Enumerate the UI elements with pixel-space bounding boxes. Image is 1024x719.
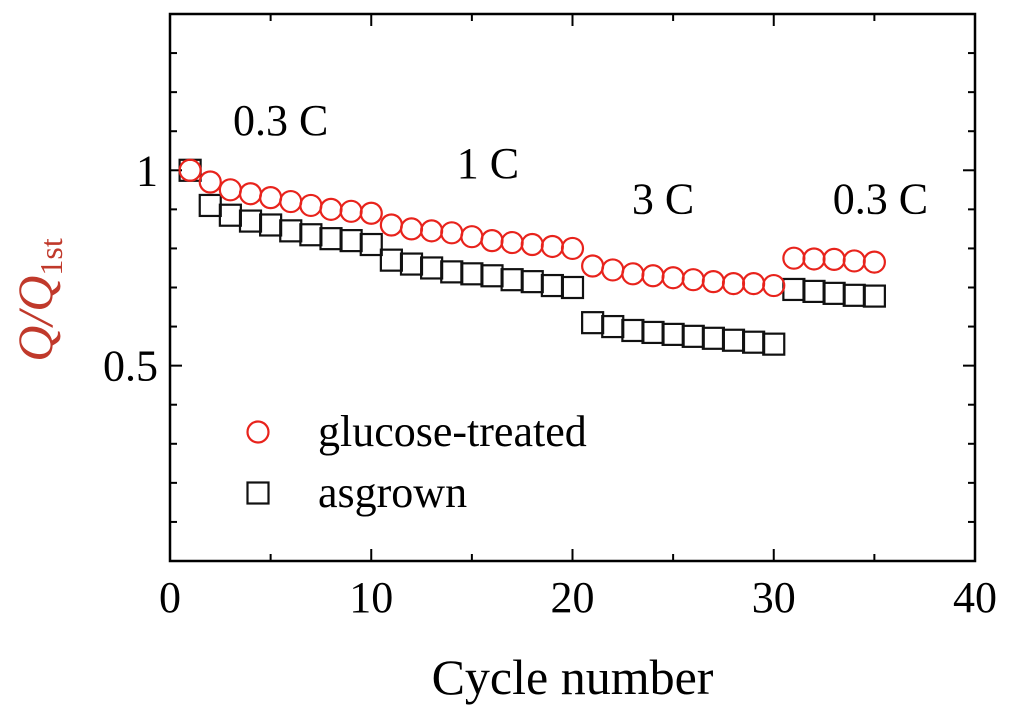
- glucose-treated-point: [359, 201, 383, 225]
- legend-label: glucose-treated: [318, 407, 587, 456]
- glucose-treated-point: [762, 273, 786, 298]
- x-tick-label: 20: [551, 573, 595, 622]
- asgrown-point: [238, 209, 263, 233]
- asgrown-point: [540, 273, 564, 298]
- asgrown-point: [279, 219, 303, 243]
- asgrown-point: [319, 227, 343, 251]
- glucose-treated-point: [621, 262, 645, 286]
- asgrown-point: [299, 223, 323, 247]
- asgrown-point: [339, 229, 363, 253]
- rate-annotation: 3 C: [632, 174, 694, 223]
- glucose-treated-point: [862, 250, 886, 274]
- legend-marker-asgrown: [246, 481, 270, 505]
- asgrown-point: [560, 275, 585, 300]
- y-tick-label: 0.5: [103, 342, 158, 391]
- data-layer: [178, 158, 886, 505]
- glucose-treated-point: [661, 266, 685, 290]
- asgrown-point: [379, 248, 403, 272]
- x-tick-label: 40: [953, 573, 997, 622]
- glucose-treated-point: [218, 178, 242, 202]
- glucose-treated-point: [822, 247, 846, 271]
- text-layer: 0 10 20 30 40 0.5 1 Cycle number Q/Q1st 0.3 C 1 C 3…: [7, 96, 997, 705]
- asgrown-point: [218, 203, 242, 227]
- asgrown-point: [259, 213, 283, 237]
- glucose-treated-point: [379, 213, 403, 237]
- asgrown-point: [782, 277, 806, 302]
- legend-label: asgrown: [318, 468, 467, 517]
- glucose-treated-point: [440, 221, 464, 245]
- x-tick-label: 10: [349, 573, 393, 622]
- asgrown-point: [420, 256, 444, 280]
- asgrown-point: [802, 279, 826, 304]
- asgrown-point: [581, 311, 605, 335]
- x-tick-label: 30: [752, 573, 796, 622]
- asgrown-point: [681, 324, 705, 348]
- asgrown-point: [621, 318, 645, 343]
- asgrown-point: [641, 320, 665, 345]
- glucose-treated-point: [259, 186, 283, 210]
- rate-annotation: 1 C: [457, 139, 519, 188]
- asgrown-point: [500, 268, 524, 292]
- glucose-treated-point: [460, 225, 484, 249]
- asgrown-point: [198, 193, 222, 218]
- glucose-treated-point: [601, 258, 625, 282]
- asgrown-point: [440, 260, 464, 284]
- asgrown-point: [601, 314, 625, 339]
- x-tick-label: 0: [159, 573, 181, 622]
- glucose-treated-point: [198, 170, 222, 194]
- asgrown-point: [762, 332, 786, 356]
- glucose-treated-point: [641, 264, 665, 288]
- glucose-treated-point: [420, 219, 444, 243]
- y-axis-title: Q/Q1st: [7, 238, 69, 362]
- legend-marker-glucose-treated: [246, 420, 270, 444]
- glucose-treated-point: [238, 182, 263, 206]
- glucose-treated-point: [540, 234, 564, 259]
- asgrown-point: [480, 264, 504, 288]
- glucose-treated-point: [339, 199, 363, 223]
- glucose-treated-point: [701, 270, 725, 294]
- asgrown-point: [862, 284, 886, 308]
- glucose-treated-point: [520, 232, 544, 257]
- asgrown-point: [721, 328, 746, 352]
- asgrown-point: [520, 270, 544, 294]
- asgrown-point: [661, 322, 685, 346]
- rate-annotation: 0.3 C: [833, 174, 928, 223]
- glucose-treated-point: [319, 197, 343, 221]
- rate-annotation: 0.3 C: [233, 96, 328, 145]
- asgrown-point: [701, 326, 725, 350]
- glucose-treated-point: [178, 158, 202, 182]
- glucose-treated-point: [802, 247, 826, 271]
- glucose-treated-point: [480, 229, 504, 253]
- glucose-treated-point: [742, 271, 766, 296]
- glucose-treated-point: [721, 271, 746, 296]
- glucose-treated-point: [279, 189, 303, 214]
- y-tick-label: 1: [136, 146, 158, 195]
- asgrown-point: [399, 252, 424, 276]
- glucose-treated-point: [581, 254, 605, 278]
- asgrown-point: [742, 330, 766, 354]
- series-asgrown: [178, 158, 886, 356]
- glucose-treated-point: [842, 249, 866, 273]
- glucose-treated-point: [681, 268, 705, 292]
- glucose-treated-point: [782, 246, 806, 270]
- glucose-treated-point: [500, 230, 524, 255]
- asgrown-point: [460, 262, 484, 286]
- series-glucose-treated: [178, 158, 886, 298]
- glucose-treated-point: [560, 236, 585, 261]
- asgrown-point: [822, 281, 846, 305]
- asgrown-point: [842, 283, 866, 307]
- axes-layer: [168, 12, 977, 563]
- asgrown-point: [359, 232, 383, 257]
- x-axis-title: Cycle number: [432, 649, 714, 705]
- glucose-treated-point: [299, 193, 323, 218]
- glucose-treated-point: [399, 217, 424, 241]
